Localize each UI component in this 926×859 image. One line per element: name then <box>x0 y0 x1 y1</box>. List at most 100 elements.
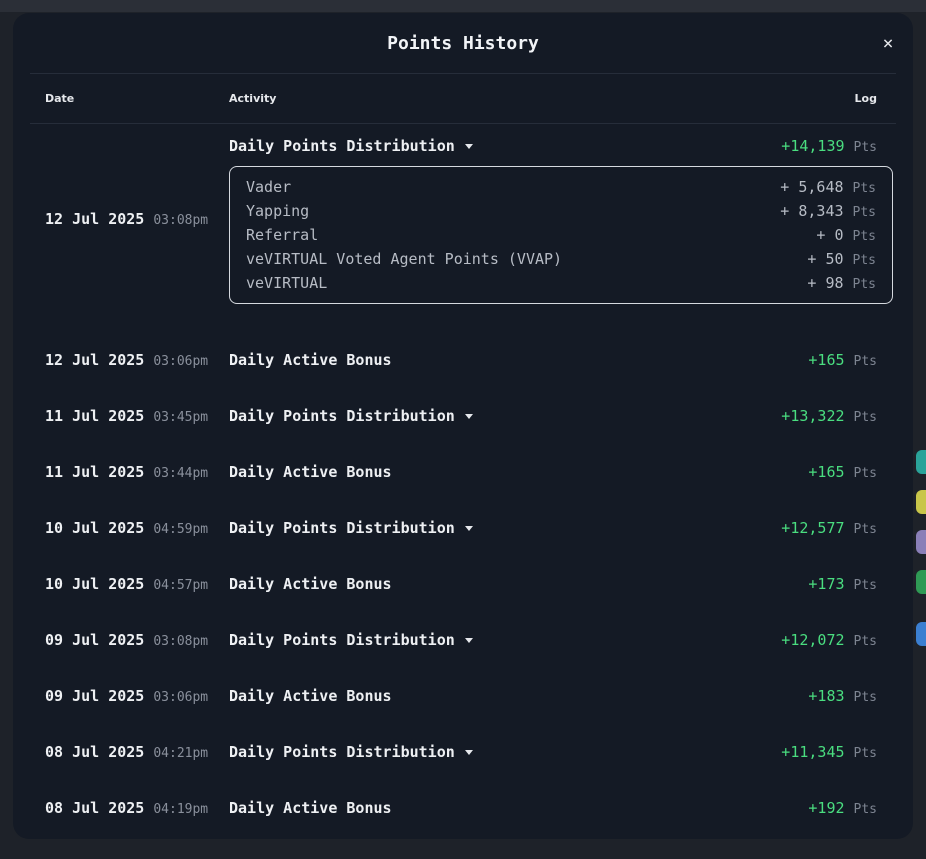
row-points-unit: Pts <box>853 578 877 593</box>
row-points-value: +11,345 <box>781 743 845 761</box>
activity-cell: Daily Active Bonus <box>229 463 808 481</box>
log-column-header: Log <box>854 92 877 105</box>
breakdown-value: + 50 <box>807 250 844 268</box>
caret-down-icon[interactable] <box>464 413 473 419</box>
caret-down-icon[interactable] <box>464 749 473 755</box>
table-header-divider <box>30 123 896 124</box>
breakdown-label: Referral <box>246 226 319 244</box>
breakdown-unit: Pts <box>852 253 876 268</box>
activity-column-header: Activity <box>229 92 277 105</box>
row-date: 11 Jul 2025 <box>45 407 145 425</box>
background-indicator <box>916 622 926 646</box>
row-activity: Daily Points Distribution <box>229 137 455 155</box>
row-time: 03:06pm <box>153 354 209 369</box>
date-cell: 11 Jul 2025 03:44pm <box>45 463 229 481</box>
date-cell: 10 Jul 2025 04:59pm <box>45 519 229 537</box>
activity-cell[interactable]: Daily Points Distribution <box>229 137 781 155</box>
row-time: 03:08pm <box>153 213 209 228</box>
date-cell: 11 Jul 2025 03:45pm <box>45 407 229 425</box>
table-row: 08 Jul 2025 04:21pm Daily Points Distribu… <box>13 724 913 780</box>
row-activity: Daily Active Bonus <box>229 687 392 705</box>
row-date: 12 Jul 2025 <box>45 210 145 228</box>
row-time: 04:19pm <box>153 802 209 817</box>
row-points-value: +165 <box>808 463 845 481</box>
table-row: 11 Jul 2025 03:44pm Daily Active Bonus +1… <box>13 444 913 500</box>
row-date: 08 Jul 2025 <box>45 743 145 761</box>
caret-down-icon[interactable] <box>464 143 473 149</box>
table-row: 10 Jul 2025 04:59pm Daily Points Distribu… <box>13 500 913 556</box>
table-row: 09 Jul 2025 03:08pm Daily Points Distribu… <box>13 612 913 668</box>
expanded-summary: Daily Points Distribution +14,139 Pts <box>229 124 893 164</box>
row-activity: Daily Active Bonus <box>229 575 392 593</box>
activity-cell[interactable]: Daily Points Distribution <box>229 407 781 425</box>
row-points-unit: Pts <box>853 746 877 761</box>
row-points-unit: Pts <box>853 410 877 425</box>
row-points-unit: Pts <box>853 140 877 155</box>
row-points-value: +12,072 <box>781 631 845 649</box>
log-cell: +173 Pts <box>808 575 877 593</box>
breakdown-label: Yapping <box>246 202 310 220</box>
table-row: 08 Jul 2025 04:19pm Daily Active Bonus +1… <box>13 780 913 836</box>
activity-cell: Daily Active Bonus <box>229 799 808 817</box>
date-cell: 12 Jul 2025 03:08pm <box>45 124 229 228</box>
row-time: 03:06pm <box>153 690 209 705</box>
row-points-value: +173 <box>808 575 845 593</box>
log-cell: +11,345 Pts <box>781 743 877 761</box>
date-column-header: Date <box>45 92 75 105</box>
row-activity: Daily Points Distribution <box>229 631 455 649</box>
breakdown-label: veVIRTUAL <box>246 274 328 292</box>
header-divider <box>30 73 896 74</box>
history-rows: 12 Jul 2025 03:06pm Daily Active Bonus +1… <box>13 332 913 836</box>
breakdown-item: Yapping + 8,343 Pts <box>246 199 876 223</box>
breakdown-item: Vader + 5,648 Pts <box>246 175 876 199</box>
table-row: 09 Jul 2025 03:06pm Daily Active Bonus +1… <box>13 668 913 724</box>
caret-down-icon[interactable] <box>464 525 473 531</box>
breakdown-unit: Pts <box>852 205 876 220</box>
row-points-unit: Pts <box>853 634 877 649</box>
breakdown-unit: Pts <box>852 277 876 292</box>
row-points-unit: Pts <box>853 354 877 369</box>
activity-cell[interactable]: Daily Points Distribution <box>229 631 781 649</box>
log-cell: +13,322 Pts <box>781 407 877 425</box>
row-points-unit: Pts <box>853 690 877 705</box>
expanded-body: Daily Points Distribution +14,139 Pts Va… <box>229 124 893 304</box>
date-cell: 09 Jul 2025 03:06pm <box>45 687 229 705</box>
activity-cell: Daily Active Bonus <box>229 351 808 369</box>
row-date: 09 Jul 2025 <box>45 687 145 705</box>
caret-down-icon[interactable] <box>464 637 473 643</box>
row-activity: Daily Points Distribution <box>229 407 455 425</box>
row-date: 11 Jul 2025 <box>45 463 145 481</box>
date-cell: 09 Jul 2025 03:08pm <box>45 631 229 649</box>
table-row: 11 Jul 2025 03:45pm Daily Points Distribu… <box>13 388 913 444</box>
row-points-value: +14,139 <box>781 137 845 155</box>
row-points-value: +183 <box>808 687 845 705</box>
row-points-value: +12,577 <box>781 519 845 537</box>
breakdown-value: + 98 <box>807 274 844 292</box>
date-cell: 10 Jul 2025 04:57pm <box>45 575 229 593</box>
row-time: 03:08pm <box>153 634 209 649</box>
row-date: 10 Jul 2025 <box>45 519 145 537</box>
date-cell: 08 Jul 2025 04:21pm <box>45 743 229 761</box>
table-row: 12 Jul 2025 03:06pm Daily Active Bonus +1… <box>13 332 913 388</box>
row-date: 09 Jul 2025 <box>45 631 145 649</box>
breakdown-unit: Pts <box>852 229 876 244</box>
activity-cell[interactable]: Daily Points Distribution <box>229 519 781 537</box>
background-top-bar <box>0 0 926 12</box>
row-time: 03:45pm <box>153 410 209 425</box>
date-cell: 12 Jul 2025 03:06pm <box>45 351 229 369</box>
close-icon[interactable]: × <box>882 32 894 54</box>
breakdown-value: + 8,343 <box>780 202 844 220</box>
modal-header: Points History × <box>13 13 913 73</box>
activity-cell: Daily Active Bonus <box>229 687 808 705</box>
log-cell: +165 Pts <box>808 351 877 369</box>
date-cell: 08 Jul 2025 04:19pm <box>45 799 229 817</box>
log-cell: +183 Pts <box>808 687 877 705</box>
modal-title: Points History <box>387 32 539 54</box>
points-history-modal: Points History × Date Activity Log 12 Ju… <box>13 13 913 839</box>
row-points-value: +192 <box>808 799 845 817</box>
row-time: 03:44pm <box>153 466 209 481</box>
activity-cell[interactable]: Daily Points Distribution <box>229 743 781 761</box>
background-indicator <box>916 450 926 474</box>
row-time: 04:21pm <box>153 746 209 761</box>
points-breakdown: Vader + 5,648 Pts Yapping + 8,343 Pts Refe… <box>229 166 893 304</box>
